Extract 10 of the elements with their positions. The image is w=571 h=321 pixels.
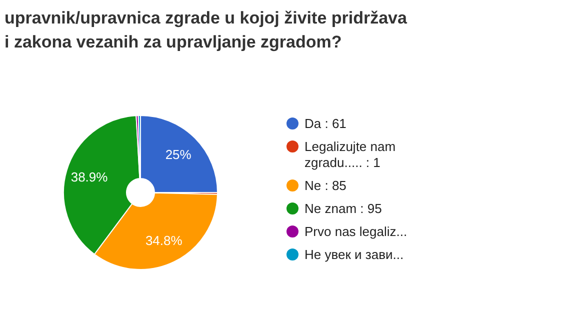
data-label: 38.9% [70, 170, 108, 185]
chart-title: upravnik/upravnica zgrade u kojoj živite pridržava i zakona vezanih za upravljanje zgradom? [4, 8, 408, 52]
legend-label: Prvo nas legaliz... [304, 224, 408, 239]
legend-label: Ne : 85 [304, 178, 346, 193]
legend-label: Не увек и зави... [304, 247, 404, 262]
data-label: 25% [165, 147, 192, 162]
legend-label: Ne znam : 95 [304, 201, 382, 216]
data-label: 34.8% [145, 233, 183, 248]
legend-label: Da : 61 [304, 116, 346, 131]
legend-label: Legalizujte nam zgradu..... : 1 [304, 139, 396, 170]
